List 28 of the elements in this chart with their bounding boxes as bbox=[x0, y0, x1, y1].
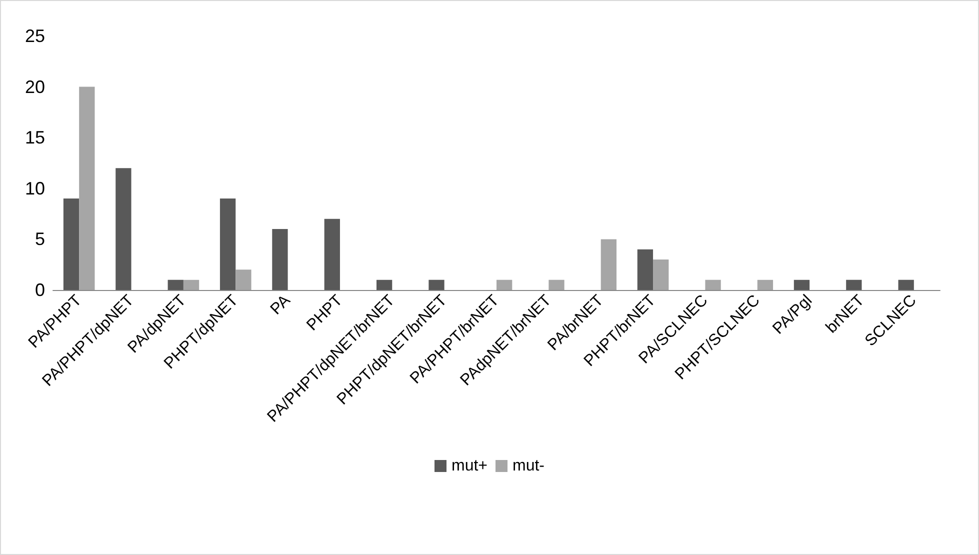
bar bbox=[757, 280, 774, 290]
bar bbox=[63, 198, 80, 290]
bar bbox=[168, 280, 184, 290]
bar bbox=[637, 249, 654, 290]
bar bbox=[846, 280, 862, 290]
bar bbox=[653, 260, 669, 290]
bar bbox=[183, 280, 200, 290]
bar bbox=[428, 280, 444, 290]
bar bbox=[898, 280, 914, 290]
bar bbox=[236, 270, 252, 290]
bar bbox=[794, 280, 810, 290]
bar bbox=[324, 218, 340, 290]
bar bbox=[705, 280, 721, 290]
y-tick-label: 20 bbox=[24, 76, 45, 97]
bar bbox=[272, 229, 288, 290]
bar bbox=[496, 280, 512, 290]
bar bbox=[116, 168, 132, 290]
bar bbox=[220, 198, 236, 290]
legend-label: mut+ bbox=[451, 458, 488, 474]
y-tick-label: 15 bbox=[24, 128, 45, 148]
y-tick-label: 10 bbox=[24, 178, 45, 198]
bar bbox=[600, 239, 617, 290]
bar bbox=[376, 280, 392, 290]
y-tick-label: 25 bbox=[24, 26, 45, 46]
bar bbox=[79, 86, 95, 290]
bar bbox=[548, 280, 564, 290]
y-tick-label: 5 bbox=[34, 229, 45, 250]
legend-label: mut- bbox=[512, 458, 545, 474]
